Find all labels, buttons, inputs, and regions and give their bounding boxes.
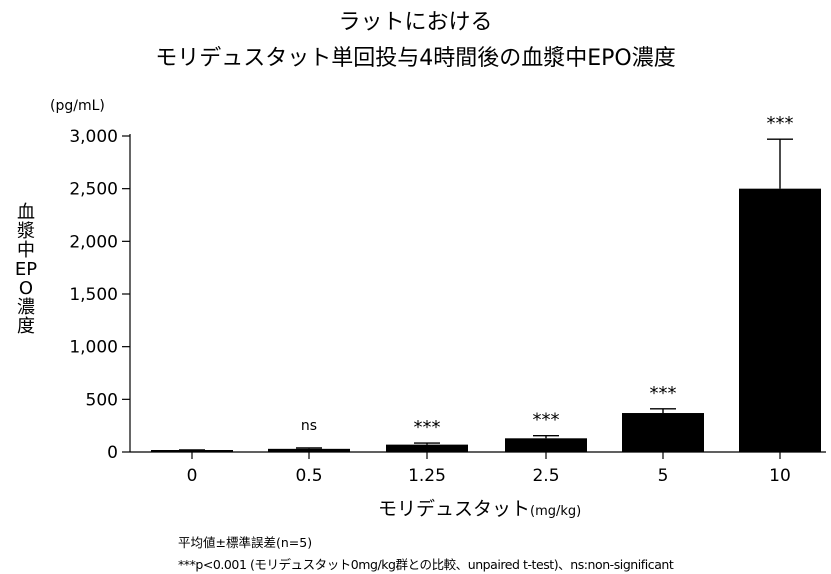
x-tick-label: 2.5: [532, 466, 559, 486]
x-tick-label: 1.25: [408, 466, 446, 486]
chart-title-line2: モリデュスタット単回投与4時間後の血漿中EPO濃度: [155, 46, 676, 71]
bar: [268, 448, 350, 452]
x-tick-label: 0: [187, 466, 198, 486]
significance-label: ***: [767, 113, 794, 134]
y-tick-label: 0: [107, 443, 118, 463]
y-tick-label: 500: [86, 390, 118, 410]
x-tick-label: 10: [769, 466, 791, 486]
bar: [505, 438, 587, 452]
bar: [151, 450, 233, 452]
x-axis-unit: (mg/kg): [530, 504, 582, 519]
significance-label: ***: [533, 410, 560, 431]
x-tick-label: 0.5: [295, 466, 322, 486]
footnote-error-description: 平均値±標準誤差(n=5): [178, 535, 313, 550]
bar: [739, 188, 821, 452]
x-axis-label-text: モリデュスタット: [378, 498, 531, 520]
y-tick-label: 1,000: [69, 338, 118, 358]
bar: [622, 413, 704, 452]
footnote-significance: ***p<0.001 (モリデュスタット0mg/kg群との比較、unpaired…: [178, 557, 674, 572]
significance-label: ns: [301, 418, 317, 434]
significance-label: ***: [650, 383, 677, 404]
significance-label: ***: [414, 417, 441, 438]
y-tick-label: 2,500: [69, 180, 118, 200]
x-axis-label: モリデュスタット(mg/kg): [378, 494, 581, 521]
y-tick-label: 1,500: [69, 285, 118, 305]
bar: [386, 444, 468, 452]
y-tick-label: 2,000: [69, 232, 118, 252]
y-tick-label: 3,000: [69, 127, 118, 147]
y-axis-label: 血漿中EPO濃度: [14, 202, 38, 337]
x-tick-label: 5: [658, 466, 669, 486]
chart-title-line1: ラットにおける: [338, 10, 493, 35]
y-axis-unit: (pg/mL): [50, 98, 105, 114]
